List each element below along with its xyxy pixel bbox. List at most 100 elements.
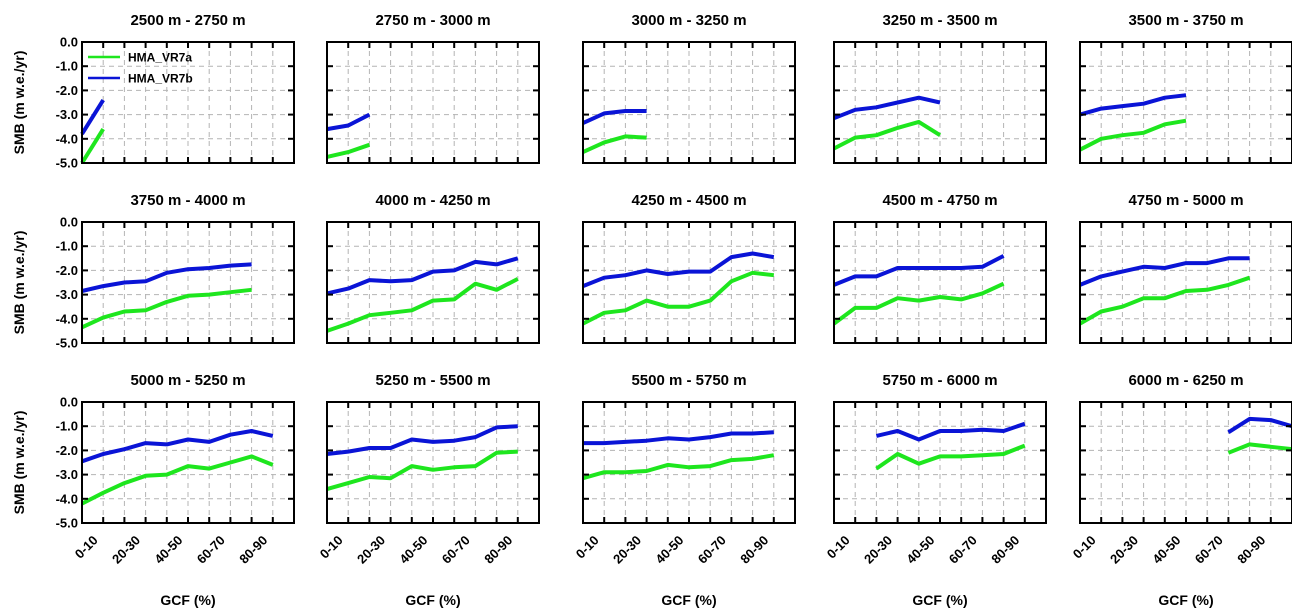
series-line-hma_vr7a xyxy=(81,454,274,506)
series-line-hma_vr7a xyxy=(326,449,518,492)
series-line-hma_vr7a xyxy=(582,134,647,154)
series-line-hma_vr7b xyxy=(875,421,1026,442)
x-tick-label: 0-10 xyxy=(317,533,346,562)
y-tick-label: 0.0 xyxy=(60,35,78,50)
series-line-hma_vr7b xyxy=(80,99,105,136)
series-line-hma_vr7a xyxy=(582,270,775,326)
y-tick-label: -4.0 xyxy=(56,131,78,146)
x-tick-label: 60-70 xyxy=(439,533,473,567)
panel-title: 5000 m - 5250 m xyxy=(130,372,245,389)
series-line-hma_vr7a xyxy=(833,119,942,151)
series-line-hma_vr7a xyxy=(1079,118,1187,152)
panel-title: 4000 m - 4250 m xyxy=(375,192,490,209)
x-tick-label: 40-50 xyxy=(903,533,937,567)
chart-panel: 6000 m - 6250 m 0-10 20-30 40-50 60-70 80-90 G… xyxy=(1070,372,1292,608)
series-line-hma_vr7a xyxy=(582,453,775,481)
x-axis-label: GCF (%) xyxy=(912,592,967,608)
panel-title: 2500 m - 2750 m xyxy=(130,12,245,29)
y-tick-label: -2.0 xyxy=(56,83,78,98)
legend: HMA_VR7a HMA_VR7b xyxy=(88,51,193,86)
chart-panel: 4000 m - 4250 m xyxy=(326,192,540,344)
series-line-hma_vr7a xyxy=(1079,275,1251,326)
legend-label: HMA_VR7a xyxy=(128,51,192,65)
x-axis-label: GCF (%) xyxy=(405,592,460,608)
series-line-hma_vr7b xyxy=(326,424,518,456)
x-tick-label: 80-90 xyxy=(988,533,1022,567)
y-tick-label: 0.0 xyxy=(60,215,78,230)
y-tick-label: -5.0 xyxy=(56,156,78,171)
panel-title: 5250 m - 5500 m xyxy=(375,372,490,389)
series-line-hma_vr7b xyxy=(326,256,519,296)
y-axis-label: SMB (m w.e./yr) xyxy=(11,51,27,155)
chart-panel: 2500 m - 2750 m 0.0 -1.0 -2.0 -3.0 -4.0 -5.0 SM… xyxy=(11,12,295,171)
y-axis-label: SMB (m w.e./yr) xyxy=(11,231,27,335)
x-tick-label: 0-10 xyxy=(1070,533,1099,562)
y-tick-label: -3.0 xyxy=(56,287,78,302)
y-tick-label: -4.0 xyxy=(56,491,78,506)
x-tick-label: 40-50 xyxy=(1149,533,1183,567)
panel-title: 2750 m - 3000 m xyxy=(375,12,490,29)
series-line-hma_vr7b xyxy=(1079,93,1187,117)
y-tick-label: -5.0 xyxy=(56,336,78,351)
series-line-hma_vr7a xyxy=(81,287,252,330)
series-line-hma_vr7b xyxy=(833,254,1005,287)
panel-title: 5500 m - 5750 m xyxy=(631,372,746,389)
x-tick-label: 0-10 xyxy=(824,533,853,562)
chart-panel: 5750 m - 6000 m 0-10 20-30 40-50 60-70 80-90 G… xyxy=(824,372,1047,608)
y-tick-label: -5.0 xyxy=(56,516,78,531)
x-tick-label: 0-10 xyxy=(573,533,602,562)
x-tick-label: 40-50 xyxy=(652,533,686,567)
y-tick-label: -4.0 xyxy=(56,311,78,326)
legend-label: HMA_VR7b xyxy=(128,72,193,86)
chart-panel: 3000 m - 3250 m xyxy=(582,12,796,164)
y-tick-label: -2.0 xyxy=(56,263,78,278)
panel-title: 4500 m - 4750 m xyxy=(882,192,997,209)
series-line-hma_vr7b xyxy=(326,112,371,132)
chart-panel: 2750 m - 3000 m xyxy=(326,12,540,164)
panel-title: 3250 m - 3500 m xyxy=(882,12,997,29)
y-tick-label: 0.0 xyxy=(60,395,78,410)
series-line-hma_vr7b xyxy=(1079,256,1250,287)
series-line-hma_vr7a xyxy=(832,281,1005,326)
x-tick-label: 20-30 xyxy=(354,533,388,567)
y-tick-label: -1.0 xyxy=(56,239,78,254)
x-tick-label: 60-70 xyxy=(695,533,729,567)
chart-panel: 5250 m - 5500 m 0-10 20-30 40-50 60-70 80-90 G… xyxy=(317,372,540,608)
y-tick-label: -3.0 xyxy=(56,467,78,482)
series-line-hma_vr7a xyxy=(80,128,105,165)
series-line-hma_vr7b xyxy=(81,429,274,464)
y-tick-label: -3.0 xyxy=(56,107,78,122)
panel-title: 5750 m - 6000 m xyxy=(882,372,997,389)
x-tick-label: 80-90 xyxy=(1234,533,1268,567)
x-tick-label: 60-70 xyxy=(194,533,228,567)
series-line-hma_vr7b xyxy=(81,262,252,293)
series-line-hma_vr7b xyxy=(582,251,775,288)
x-tick-label: 80-90 xyxy=(236,533,270,567)
panel-title: 4250 m - 4500 m xyxy=(631,192,746,209)
y-tick-label: -1.0 xyxy=(56,419,78,434)
chart-panel: 4750 m - 5000 m xyxy=(1079,192,1292,344)
chart-panel: 4500 m - 4750 m xyxy=(832,192,1047,344)
series-line-hma_vr7a xyxy=(326,277,519,333)
x-tick-label: 20-30 xyxy=(861,533,895,567)
x-tick-label: 60-70 xyxy=(946,533,980,567)
panel-title: 3750 m - 4000 m xyxy=(130,192,245,209)
chart-panel: 5000 m - 5250 m 0.0 -1.0 -2.0 -3.0 -4.0 -5.0 SM… xyxy=(11,372,295,608)
x-tick-label: 20-30 xyxy=(109,533,143,567)
series-line-hma_vr7b xyxy=(1227,416,1292,434)
panel-title: 6000 m - 6250 m xyxy=(1128,372,1243,389)
x-tick-label: 20-30 xyxy=(610,533,644,567)
y-axis-label: SMB (m w.e./yr) xyxy=(11,411,27,515)
series-line-hma_vr7b xyxy=(582,109,647,125)
x-tick-label: 0-10 xyxy=(72,533,101,562)
chart-panel: 3750 m - 4000 m 0.0 -1.0 -2.0 -3.0 -4.0 -5.0 SM… xyxy=(11,192,295,351)
x-tick-label: 80-90 xyxy=(481,533,515,567)
panel-title: 3500 m - 3750 m xyxy=(1128,12,1243,29)
series-line-hma_vr7a xyxy=(875,443,1026,471)
x-tick-label: 40-50 xyxy=(396,533,430,567)
y-tick-label: -2.0 xyxy=(56,443,78,458)
series-line-hma_vr7b xyxy=(583,430,774,446)
chart-panel: 3250 m - 3500 m xyxy=(833,12,1047,164)
x-axis-label: GCF (%) xyxy=(160,592,215,608)
x-tick-label: 80-90 xyxy=(737,533,771,567)
